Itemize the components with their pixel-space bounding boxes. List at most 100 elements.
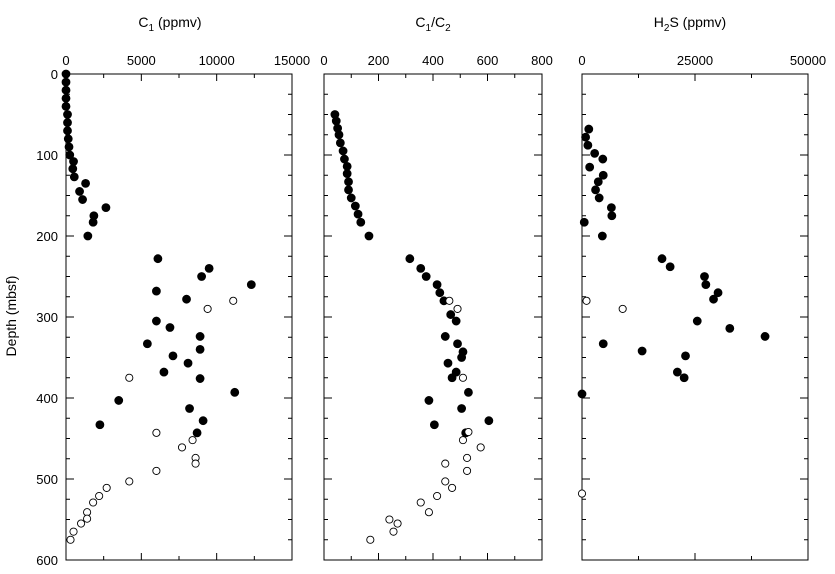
panel-c1-point-filled [195,344,205,354]
panel-c1-c2-point-filled [453,339,462,349]
panel-c1-c2-point-open [441,477,450,486]
panel-c1-point-open [89,498,98,507]
panel-h2s-point-filled [598,339,608,349]
panel-c1-point-filled [142,339,152,349]
ytick-label: 400 [36,391,58,406]
panel-c1-c2-point-filled [340,154,349,164]
panel-c1-point-filled [204,263,214,273]
panel-c1-c2-point-open [424,508,433,517]
panel-c1-c2-point-filled [344,177,353,187]
panel-c1-point-filled [183,358,193,368]
panel-c1-c2-point-open [463,466,472,475]
panel-c1-point-filled [61,77,71,87]
panel-c1-point-filled [165,323,175,332]
panel-c1-point-filled [68,164,78,174]
panel-c1-point-open [125,373,134,382]
panel-c1-c2-point-filled [331,116,341,126]
panel-c1-point-filled [65,150,75,160]
panel-c1-c2-point-open [458,436,468,445]
panel-c1-point-open [203,304,212,313]
panel-c1: C1 (ppmv) 0 5000 10000 15000 0 100 200 300 400 50… [36,14,310,568]
panel-c1-c2-point-open [476,443,485,452]
panel-c1-point-open [177,443,187,452]
panel-h2s-point-filled [692,316,702,326]
panel-c1-title: C1 (ppmv) [138,14,201,34]
panel-h2s-point-filled [672,367,682,377]
panel-h2s-point-filled [597,231,607,241]
panel-c1-point-filled [114,396,124,405]
panel-h2s-point-filled [637,346,647,356]
ytick-label: 100 [36,148,58,163]
panel-c1-c2-point-filled [353,209,363,219]
panel-c1-c2-point-open [416,498,425,507]
panel-c1-c2-title-mid: /C [431,14,445,30]
panel-c1-c2-point-filled [447,373,457,383]
panel-c1-point-filled [63,126,72,136]
panel-c1-c2-point-filled [440,332,450,341]
panel-c1-c2-frame [323,73,543,561]
panel-c1-c2-point-filled [364,231,374,241]
panel-c1-point-filled [64,142,74,152]
panel-h2s-point-filled [598,154,608,164]
panel-c1-xtick-label: 15000 [274,53,310,68]
panel-c1-c2-title-sub2: 2 [445,23,451,34]
panel-c1-c2-point-open [445,296,454,305]
panel-h2s-point-filled [701,280,711,290]
panel-c1-c2-xtick-label: 600 [477,53,499,68]
panel-c1-c2-point-filled [342,161,352,171]
panel-c1-point-filled [75,187,84,196]
panel-c1-c2-point-filled [464,387,473,397]
panel-c1-frame [65,73,293,561]
panel-h2s-point-filled [713,288,723,298]
panel-h2s-point-filled [679,373,689,383]
panel-c1-point-filled [101,203,111,213]
panel-c1-c2-xtick-label: 0 [320,53,327,68]
panel-c1-point-filled [61,93,71,103]
panel-c1-c2-point-filled [446,310,456,319]
panel-h2s-point-filled [606,203,616,213]
panel-c1-point-filled [198,416,208,426]
ytick-label: 200 [36,229,58,244]
panel-c1-point-filled [159,367,169,377]
panel-h2s-point-filled [583,140,593,150]
panel-c1-c2-point-open [453,304,462,313]
panel-h2s-point-filled [579,217,589,227]
panel-c1-c2-xtick-label: 200 [368,53,390,68]
panel-h2s-point-open [577,489,587,498]
panel-c1-c2-xtick-label: 400 [422,53,444,68]
panel-c1-point-filled [61,69,71,79]
panel-c1-point-filled [83,231,93,241]
panel-h2s-title: H2S (ppmv) [654,14,726,34]
panel-h2s-xtick-label: 25000 [677,53,713,68]
panel-c1-c2-xtick-label: 800 [531,53,553,68]
panel-c1-c2-point-open [441,459,450,468]
panel-c1-point-filled [230,387,240,397]
panel-c1-c2-point-filled [416,263,426,273]
panel-h2s-title-sub: 2 [664,23,670,34]
panel-c1-point-filled [185,404,194,413]
panel-c1-c2-point-open [366,535,375,544]
panel-c1-c2-point-filled [346,193,356,203]
panel-c1-c2-point-filled [432,280,442,290]
panel-c1-c2-point-open [448,483,457,492]
panel-c1-point-filled [195,332,205,341]
panel-c1-c2-point-filled [424,396,434,405]
panel-c1-xtick-label: 10000 [199,53,235,68]
panel-c1-point-open [152,428,161,437]
panel-c1-point-open [66,535,75,544]
panel-c1-c2-title: C1/C2 [415,14,451,34]
panel-c1-c2-point-filled [435,288,445,298]
panel-h2s-point-filled [681,351,690,361]
panel-h2s-xtick-label: 0 [578,53,585,68]
panel-c1-c2-point-open [463,453,472,462]
panel-c1-point-open [69,527,78,536]
panel-c1-point-open [229,296,238,305]
panel-c1-point-open [102,483,111,492]
panel-c1-point-open [95,491,104,501]
panel-h2s-point-filled [581,132,591,142]
ytick-label: 300 [36,310,58,325]
panel-c1-point-filled [151,316,161,326]
panel-h2s-point-filled [593,177,603,187]
panel-h2s-point-filled [584,124,594,134]
